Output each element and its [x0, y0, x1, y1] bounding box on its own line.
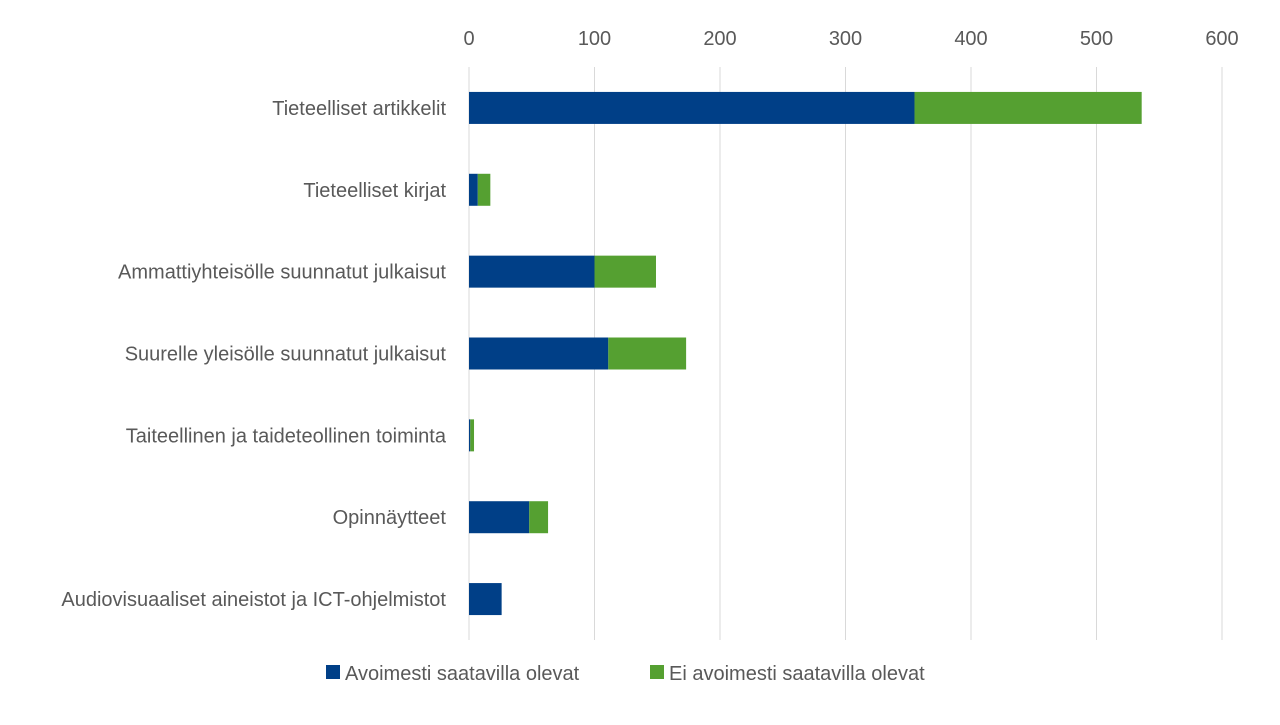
x-tick-label-500: 500	[1080, 28, 1113, 50]
category-label-suurelle-yleisolle-suunnatut-julkaisut: Suurelle yleisölle suunnatut julkaisut	[125, 344, 447, 366]
bar-suurelle-yleisolle-suunnatut-julkaisut-series-1	[469, 337, 609, 370]
x-tick-label-100: 100	[578, 28, 611, 50]
x-tick-label-200: 200	[703, 28, 736, 50]
category-label-taiteellinen-ja-taideteollinen-toiminta: Taiteellinen ja taideteollinen toiminta	[126, 425, 447, 447]
bars	[469, 91, 1142, 616]
bar-tieteelliset-kirjat-series-1	[469, 173, 478, 206]
legend-swatch-series-2	[650, 665, 664, 679]
x-tick-label-300: 300	[829, 28, 862, 50]
bar-tieteelliset-artikkelit-series-2	[914, 91, 1142, 124]
category-labels: Tieteelliset artikkelit Tieteelliset kirj…	[61, 98, 447, 611]
legend-swatch-series-1	[326, 665, 340, 679]
bar-taiteellinen-ja-taideteollinen-toiminta-series-2	[470, 419, 475, 452]
bar-tieteelliset-kirjat-series-2	[477, 173, 491, 206]
category-label-audiovisuaaliset-aineistot-ja-ict-ohjelmistot: Audiovisuaaliset aineistot ja ICT-ohjelm…	[61, 589, 446, 611]
x-tick-label-400: 400	[954, 28, 987, 50]
x-tick-label-0: 0	[463, 28, 474, 50]
bar-tieteelliset-artikkelit-series-1	[469, 91, 915, 124]
bar-opinnaytteet-series-1	[469, 501, 530, 534]
bar-audiovisuaaliset-aineistot-ja-ict-ohjelmistot-series-1	[469, 583, 502, 616]
bar-ammattiyhteisolle-suunnatut-julkaisut-series-2	[594, 255, 656, 288]
category-label-ammattiyhteisolle-suunnatut-julkaisut: Ammattiyhteisölle suunnatut julkaisut	[118, 262, 446, 284]
category-label-tieteelliset-artikkelit: Tieteelliset artikkelit	[272, 98, 446, 120]
x-axis-ticks: 0 100 200 300 400 500 600	[463, 28, 1238, 50]
bar-ammattiyhteisolle-suunnatut-julkaisut-series-1	[469, 255, 595, 288]
bar-taiteellinen-ja-taideteollinen-toiminta-series-1	[469, 419, 471, 452]
gridlines	[468, 67, 1223, 640]
legend-label-series-2: Ei avoimesti saatavilla olevat	[669, 663, 925, 685]
bar-suurelle-yleisolle-suunnatut-julkaisut-series-2	[608, 337, 687, 370]
category-label-tieteelliset-kirjat: Tieteelliset kirjat	[303, 180, 446, 202]
legend-label-series-1: Avoimesti saatavilla olevat	[345, 663, 580, 685]
bar-opinnaytteet-series-2	[529, 501, 549, 534]
x-tick-label-600: 600	[1205, 28, 1238, 50]
legend: Avoimesti saatavilla olevat Ei avoimesti …	[326, 663, 925, 685]
category-label-opinnaytteet: Opinnäytteet	[333, 507, 447, 529]
